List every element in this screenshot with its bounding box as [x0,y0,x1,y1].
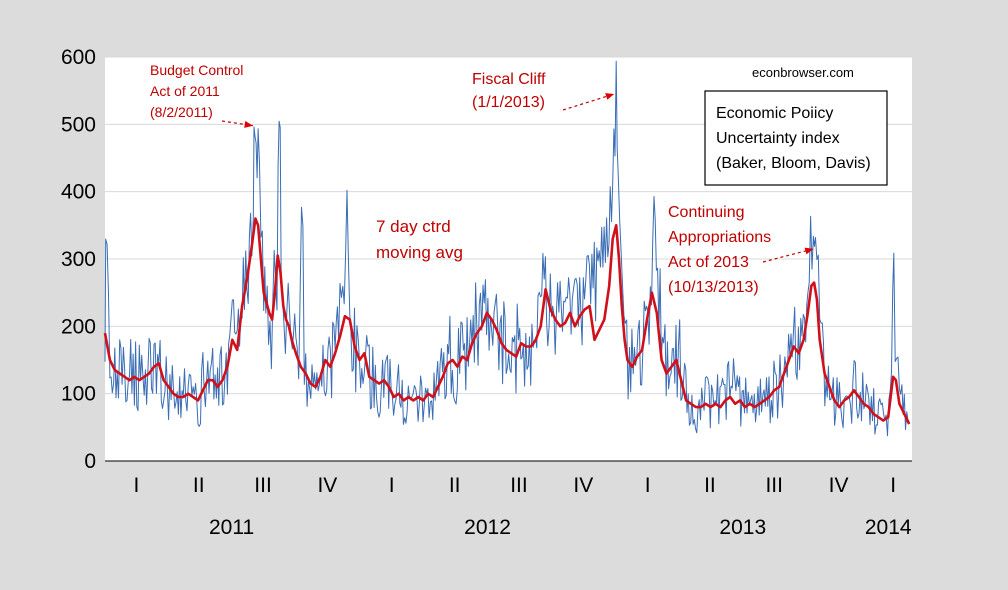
series-line-daily [104,60,910,437]
legend-line-1: Economic Poiicy [716,105,833,122]
annotation-group: Continuing Appropriations Act of 2013 (10/1… [668,204,814,296]
y-tick-label: 300 [61,248,96,271]
annotation-text: Continuing [668,204,745,221]
annotation-arrow-line [762,248,814,263]
y-tick-label: 200 [61,315,96,338]
legend-line-2: Uncertainty index [716,130,840,147]
quarter-label: IV [829,474,849,497]
quarter-label: II [704,474,716,497]
y-tick-label: 0 [84,450,96,473]
year-label: 2014 [865,516,912,539]
annotation-arrowhead [244,121,253,128]
watermark-text: econbrowser.com [752,65,854,80]
year-label: 2011 [209,516,254,539]
legend-box: Economic Poiicy Uncertainty index (Baker… [704,90,888,186]
quarter-label: III [765,474,783,497]
annotation-text: Budget Control [150,62,243,78]
y-tick-label: 500 [61,113,96,136]
quarter-labels: I II III IV I II III IV I II III IV I [134,474,896,497]
annotation-text: (1/1/2013) [472,94,545,111]
year-label: 2013 [719,516,766,539]
legend-line-3: (Baker, Bloom, Davis) [716,155,871,172]
annotation-text: Appropriations [668,229,771,246]
series-group [103,60,911,437]
y-tick-label: 100 [61,383,96,406]
gridlines [105,56,912,395]
annotation-arrowhead [804,247,814,255]
annotation-text: Act of 2011 [150,83,220,99]
legend-box-frame [704,90,888,186]
y-tick-label: 600 [61,46,96,69]
annotation-text: (8/2/2011) [150,104,213,120]
year-labels: 2011 2012 2013 2014 [209,516,912,539]
quarter-label: II [193,474,205,497]
y-tick-label: 400 [61,181,96,204]
ma-label-line-2: moving avg [376,243,463,262]
annotation-text: (10/13/2013) [668,279,759,296]
event-annotations: Budget Control Act of 2011 (8/2/2011) Fisca… [150,62,814,296]
quarter-label: III [254,474,272,497]
quarter-label: III [510,474,528,497]
annotation-group: Budget Control Act of 2011 (8/2/2011) [150,62,254,128]
quarter-label: I [645,474,651,497]
annotation-text: Fiscal Cliff [472,71,546,88]
moving-average-label: 7 day ctrd moving avg [376,217,463,262]
y-axis-tick-labels: 0 100 200 300 400 500 600 [61,46,96,473]
quarter-label: IV [317,474,337,497]
year-label: 2012 [464,516,511,539]
annotation-arrow-line [562,93,615,111]
ma-label-line-1: 7 day ctrd [376,217,451,236]
quarter-label: I [890,474,896,497]
annotation-arrowhead [605,93,615,100]
quarter-label: II [449,474,461,497]
annotation-text: Act of 2013 [668,254,749,271]
quarter-label: I [134,474,140,497]
quarter-label: IV [573,474,593,497]
annotation-group: Fiscal Cliff (1/1/2013) [472,71,615,111]
series-line-moving-average [103,217,911,425]
quarter-label: I [389,474,395,497]
